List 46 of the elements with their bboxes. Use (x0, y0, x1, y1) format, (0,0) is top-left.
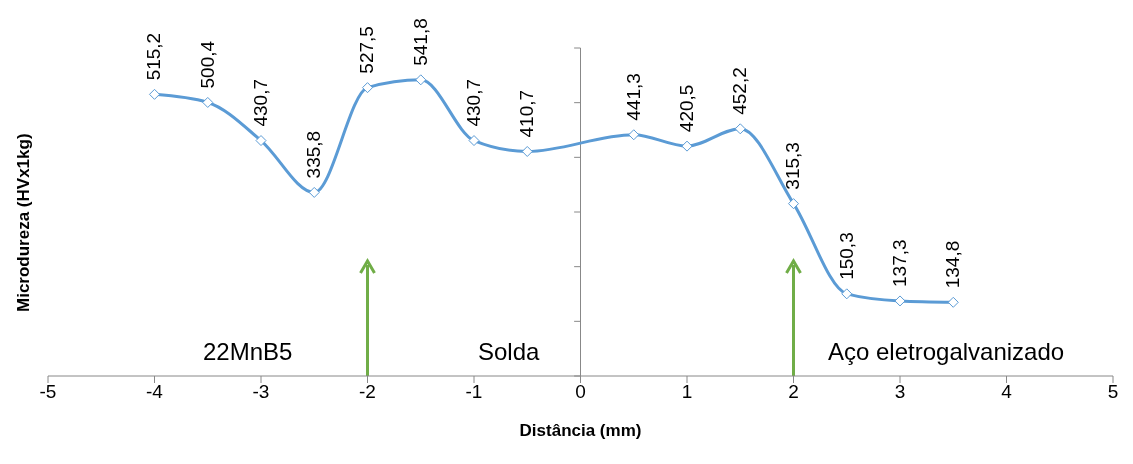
x-tick-label: 5 (1107, 381, 1119, 403)
point (468, 135, 480, 147)
data-label: 150,3 (835, 232, 857, 280)
data-label: 541,8 (409, 18, 431, 66)
point (521, 145, 533, 157)
annotation: 22MnB5 (203, 338, 293, 366)
data-label: 410,7 (516, 89, 538, 138)
point (681, 140, 693, 152)
point (841, 288, 853, 300)
point (734, 123, 746, 135)
data-label: 430,7 (463, 79, 484, 127)
annotation: Solda (478, 338, 540, 366)
point (202, 96, 214, 108)
x-tick-label: 2 (788, 381, 799, 403)
point (255, 135, 267, 147)
data-label: 137,3 (889, 239, 910, 287)
x-axis-title: Distância (mm) (519, 421, 642, 440)
data-label: 315,3 (782, 142, 804, 190)
point (362, 82, 373, 94)
data-label: 420,5 (676, 84, 697, 133)
point (415, 74, 427, 86)
point (788, 198, 799, 210)
x-tick-label: -3 (252, 381, 270, 403)
x-tick-label: -2 (359, 381, 376, 403)
x-tick-label: -4 (146, 381, 164, 403)
data-label: 500,4 (196, 40, 218, 89)
y-axis-title: Microdureza (HVx1kg) (14, 133, 34, 312)
data-label: 515,2 (143, 32, 165, 81)
data-label: 335,8 (303, 130, 325, 179)
data-label: 134,8 (942, 240, 964, 289)
x-tick-label: -1 (465, 381, 483, 403)
x-tick-label: 3 (894, 381, 906, 403)
point (628, 129, 640, 141)
point (308, 186, 320, 198)
data-label: 527,5 (356, 26, 378, 74)
data-label: 441,3 (622, 73, 644, 121)
annotation: Aço eletrogalvanizado (828, 338, 1065, 366)
x-tick-label: 1 (681, 381, 693, 403)
point (947, 296, 959, 308)
point (149, 88, 160, 100)
point (894, 295, 906, 307)
data-label: 452,2 (729, 67, 751, 115)
x-tick-label: -5 (39, 381, 57, 403)
data-label: 430,7 (250, 79, 271, 127)
x-tick-label: 4 (1001, 381, 1013, 403)
x-tick-label: 0 (575, 381, 586, 403)
